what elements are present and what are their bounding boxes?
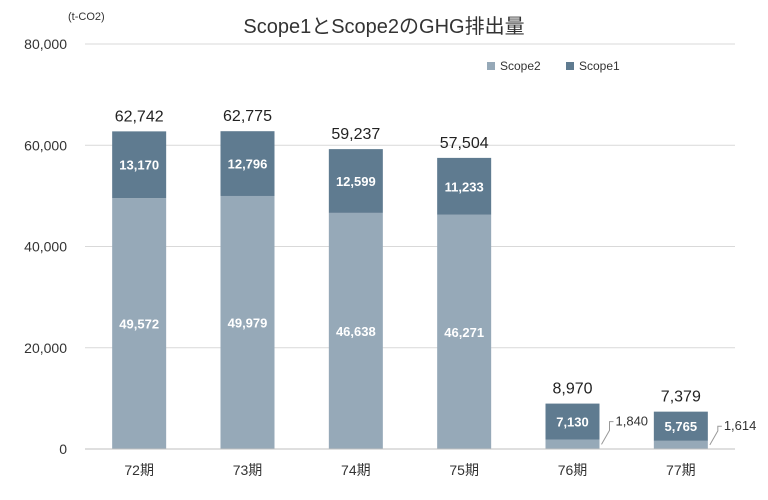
y-axis-unit-label: (t-CO2) — [68, 11, 105, 23]
y-tick-label: 80,000 — [24, 36, 67, 52]
y-tick-label: 0 — [59, 441, 67, 457]
x-tick-label: 76期 — [558, 462, 588, 478]
total-label: 59,237 — [331, 126, 380, 143]
data-label-scope1: 5,765 — [665, 419, 698, 434]
axes: 0 20,000 40,000 60,000 80,000 72期 73期 74期 75期 76期… — [24, 36, 735, 478]
data-label-scope2: 46,271 — [444, 325, 484, 340]
data-label-scope1: 11,233 — [445, 179, 484, 194]
y-tick-label: 40,000 — [24, 239, 67, 255]
data-label-scope1: 13,170 — [119, 158, 159, 173]
total-label: 57,504 — [440, 135, 489, 152]
data-label-scope2: 1,614 — [724, 418, 757, 433]
bar-scope2 — [437, 214, 492, 449]
bar-scope1 — [437, 157, 492, 215]
total-label: 62,742 — [115, 108, 164, 125]
bar-scope1 — [328, 149, 383, 213]
y-tick-label: 20,000 — [24, 340, 67, 356]
x-tick-label: 74期 — [341, 462, 371, 478]
legend-swatch — [487, 62, 495, 70]
data-label-scope2: 46,638 — [336, 324, 376, 339]
legend-label: Scope2 — [500, 59, 541, 73]
total-label: 8,970 — [552, 381, 592, 398]
legend-swatch — [566, 62, 574, 70]
legend-label: Scope1 — [579, 59, 620, 73]
bar-scope1 — [220, 131, 275, 196]
bar-scope2 — [328, 212, 383, 449]
bar-scope1 — [653, 411, 708, 441]
bar-scope2 — [220, 195, 275, 449]
legend: Scope2 Scope1 — [487, 59, 620, 73]
data-label-scope2: 49,572 — [119, 317, 159, 332]
total-label: 7,379 — [661, 389, 701, 406]
bar-scope1 — [545, 403, 600, 440]
bars — [112, 131, 708, 449]
bar-scope2 — [112, 198, 167, 449]
bar-scope2 — [545, 439, 600, 449]
leader-line — [601, 421, 614, 445]
gridlines — [85, 43, 735, 349]
x-tick-label: 73期 — [233, 462, 263, 478]
bar-scope1 — [112, 131, 167, 199]
data-label-scope1: 7,130 — [556, 415, 589, 430]
x-tick-label: 77期 — [666, 462, 696, 478]
chart-title: Scope1とScope2のGHG排出量 — [243, 15, 524, 38]
x-tick-label: 72期 — [124, 462, 154, 478]
leader-line — [709, 425, 722, 446]
bar-scope2 — [653, 440, 708, 449]
data-label-scope1: 12,796 — [228, 157, 268, 172]
data-label-scope2: 49,979 — [228, 315, 268, 330]
data-label-scope1: 12,599 — [336, 174, 376, 189]
data-labels: 62,742 13,170 49,572 62,775 12,796 49,979 59,2… — [115, 108, 757, 446]
data-label-scope2: 1,840 — [616, 414, 649, 429]
y-tick-label: 60,000 — [24, 137, 67, 153]
x-tick-label: 75期 — [449, 462, 479, 478]
total-label: 62,775 — [223, 108, 272, 125]
